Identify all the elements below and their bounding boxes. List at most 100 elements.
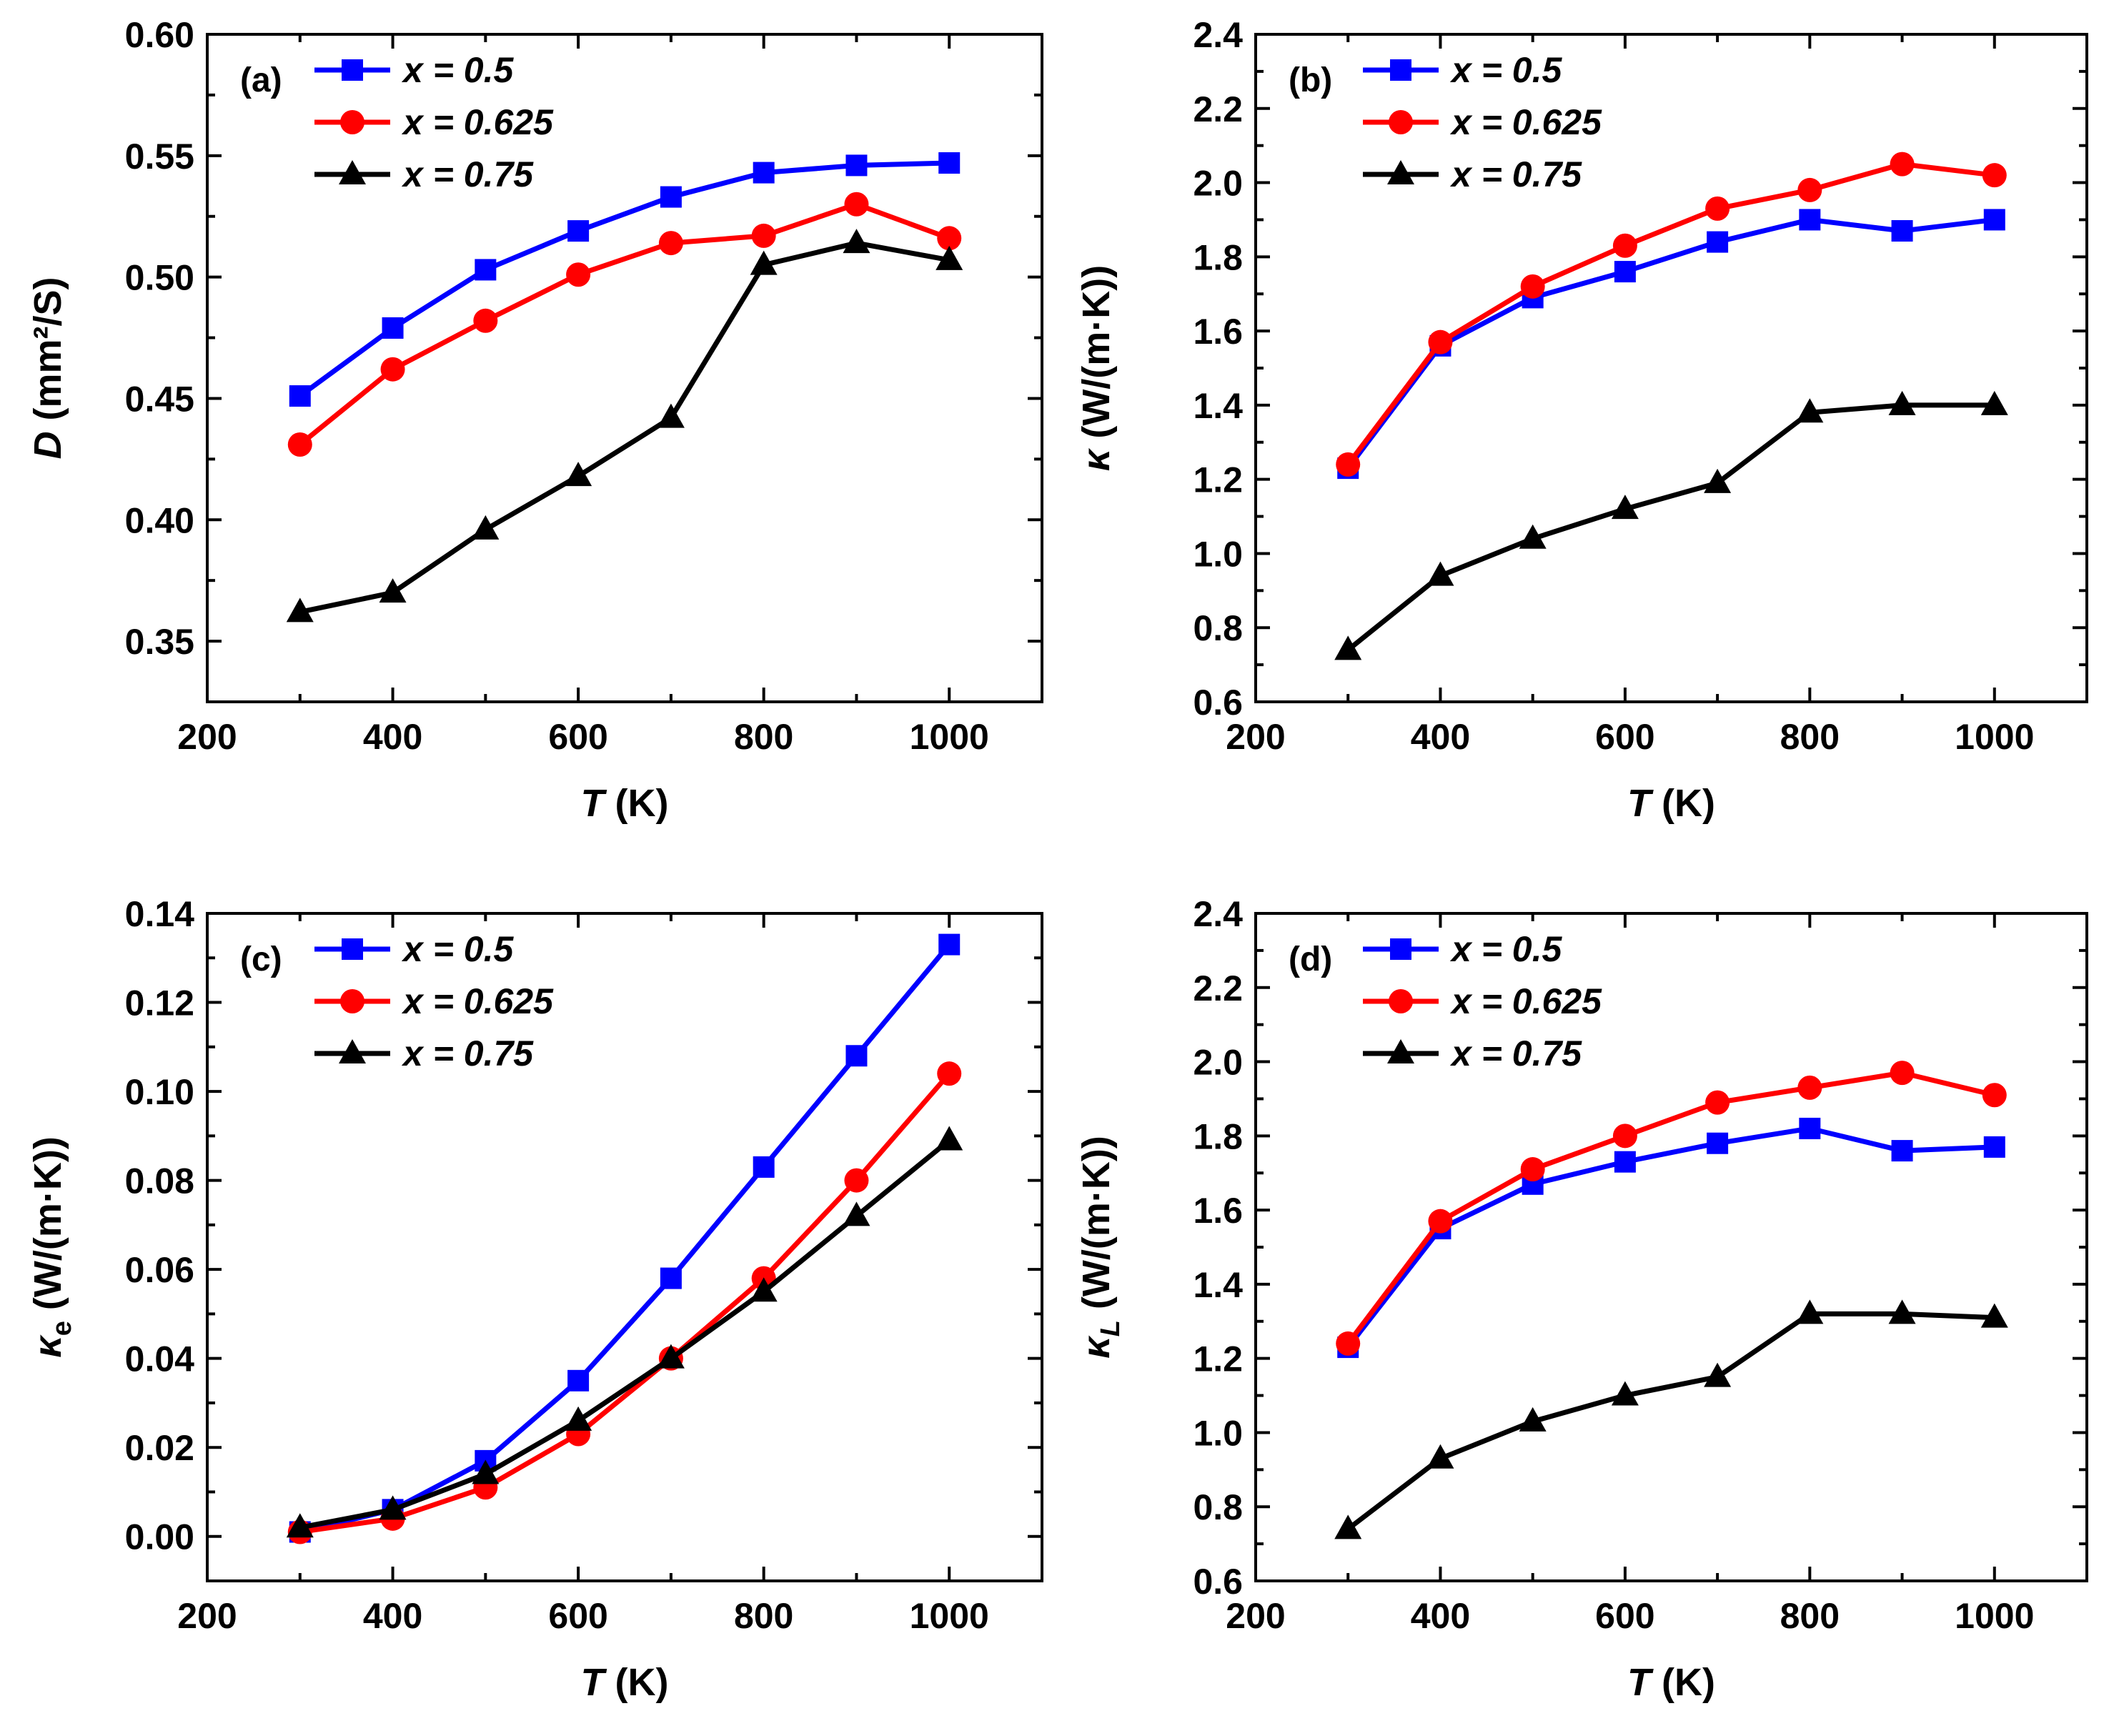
y-axis-unit: (mm²/S)	[26, 277, 69, 432]
y-axis-unit: (W/(m·K))	[26, 1136, 69, 1321]
data-point-triangle	[1426, 1444, 1454, 1469]
series-line-circle	[299, 1071, 951, 1534]
data-point-square	[1707, 1132, 1729, 1154]
legend-label: x = 0.625	[401, 102, 554, 142]
panel-label: (b)	[1289, 61, 1332, 99]
series-line-square	[1346, 217, 1995, 470]
y-tick-label: 0.8	[1193, 608, 1243, 648]
series-line-triangle	[299, 240, 950, 615]
y-axis-title: κe (W/(m·K))	[26, 1136, 77, 1358]
series-line-circle	[1346, 1070, 1995, 1346]
x-tick-label: 1000	[910, 1596, 989, 1636]
legend-label: x = 0.625	[1449, 102, 1602, 142]
data-point-square	[660, 1267, 682, 1289]
data-point-square	[567, 220, 590, 242]
data-point-square	[1614, 1151, 1636, 1173]
y-axis-unit: (W/(m·K))	[1075, 265, 1118, 450]
data-point-square	[1983, 209, 2005, 231]
panel-label: (d)	[1289, 941, 1332, 978]
data-point-triangle	[1426, 561, 1454, 586]
legend-label: x = 0.5	[1449, 50, 1562, 90]
x-tick-label: 400	[1411, 1596, 1470, 1636]
data-point-circle	[1982, 1083, 2007, 1108]
data-point-circle	[1336, 452, 1361, 477]
x-tick-label: 200	[1226, 717, 1285, 757]
x-tick-label: 600	[548, 1596, 607, 1636]
x-axis-title: T (K)	[1627, 1661, 1715, 1704]
x-axis-symbol: T	[1627, 782, 1654, 825]
data-point-circle	[473, 308, 498, 333]
data-point-circle	[937, 1061, 962, 1086]
data-point-square	[1891, 1140, 1913, 1162]
data-point-circle	[1428, 329, 1453, 354]
data-point-circle	[1336, 1331, 1361, 1356]
y-tick-label: 0.14	[125, 894, 195, 934]
data-point-triangle	[286, 597, 314, 623]
data-point-square	[660, 186, 682, 208]
legend-label: x = 0.5	[1449, 929, 1562, 969]
y-axis-subscript: e	[47, 1321, 77, 1336]
series-line-triangle	[1346, 402, 1995, 653]
data-point-circle	[287, 432, 312, 457]
data-point-circle	[380, 357, 405, 382]
data-point-circle	[1612, 233, 1637, 258]
x-tick-label: 400	[1411, 717, 1470, 757]
data-point-square	[1707, 231, 1729, 253]
data-point-circle	[844, 1168, 869, 1193]
y-tick-label: 1.0	[1193, 534, 1243, 574]
data-point-triangle	[1519, 524, 1547, 549]
data-point-square	[1983, 1136, 2005, 1158]
legend-label: x = 0.75	[401, 154, 534, 194]
y-tick-label: 0.40	[125, 500, 194, 540]
x-axis-symbol: T	[1627, 1661, 1654, 1704]
legend-marker-circle	[1389, 989, 1413, 1013]
y-tick-label: 1.0	[1193, 1413, 1243, 1453]
data-point-triangle	[1888, 1299, 1916, 1324]
legend-marker-circle	[340, 989, 364, 1013]
legend-label: x = 0.625	[401, 981, 554, 1021]
panel-d: 200 400 600 800 1000 0.6 0.8 1.0 1.2 1.4 1.6 1.8 2.0…	[1075, 894, 2088, 1704]
y-tick-label: 0.02	[125, 1428, 194, 1468]
data-point-circle	[1797, 1075, 1822, 1100]
y-tick-label: 0.45	[125, 379, 194, 419]
series-line-square	[1346, 1126, 1995, 1349]
data-point-triangle	[1796, 1299, 1824, 1324]
y-tick-label: 1.8	[1193, 237, 1243, 277]
series-line-circle	[1346, 162, 1995, 467]
y-tick-label: 1.6	[1193, 1191, 1243, 1231]
data-point-square	[567, 1369, 590, 1392]
data-point-triangle	[379, 578, 407, 603]
data-point-circle	[1705, 1090, 1730, 1115]
x-axis-unit: (K)	[605, 782, 669, 825]
legend-label: x = 0.75	[1449, 1033, 1582, 1073]
y-tick-label: 0.8	[1193, 1487, 1243, 1527]
data-point-triangle	[657, 403, 685, 428]
data-point-triangle	[936, 1126, 963, 1151]
panel-c: 200 400 600 800 1000 0.00 0.02 0.04 0.06 0.08 0.10…	[26, 894, 1043, 1704]
y-tick-label: 2.4	[1193, 15, 1243, 55]
x-tick-label: 800	[1780, 717, 1840, 757]
data-point-triangle	[1980, 390, 2008, 415]
x-tick-label: 400	[363, 1596, 422, 1636]
data-point-triangle	[1334, 1514, 1362, 1539]
legend-marker-triangle	[339, 1039, 366, 1063]
x-tick-label: 400	[363, 717, 422, 757]
data-point-circle	[1612, 1124, 1637, 1149]
data-point-triangle	[843, 1201, 870, 1226]
y-axis-symbol: κ	[1075, 1335, 1118, 1359]
y-tick-label: 0.06	[125, 1250, 194, 1290]
data-point-circle	[566, 262, 591, 287]
data-point-triangle	[1796, 398, 1824, 423]
x-axis-symbol: T	[581, 782, 607, 825]
legend-marker-triangle	[1387, 160, 1414, 184]
y-axis-subscript: L	[1096, 1320, 1126, 1336]
y-axis-symbol: κ	[26, 1334, 69, 1358]
data-point-triangle	[1704, 468, 1732, 493]
data-point-circle	[1890, 152, 1915, 177]
panel-label: (a)	[240, 61, 282, 99]
plot-frame	[206, 912, 1043, 1582]
data-point-triangle	[936, 245, 963, 270]
x-tick-label: 800	[734, 717, 793, 757]
y-tick-label: 0.10	[125, 1072, 194, 1112]
y-tick-label: 0.50	[125, 258, 194, 298]
